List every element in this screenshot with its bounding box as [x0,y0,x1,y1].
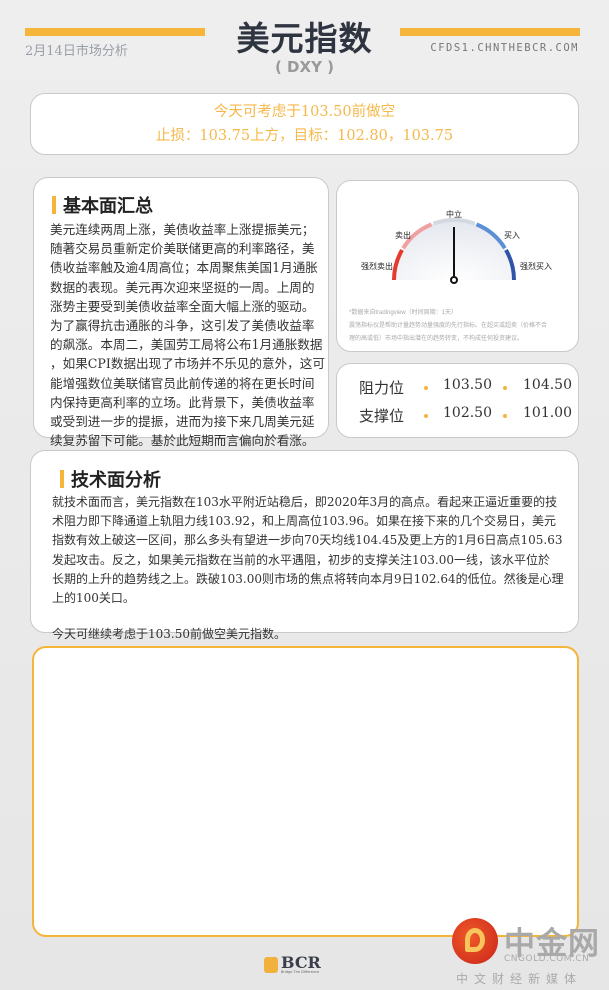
bcr-logo: BCR Bridge The Difference [264,955,321,974]
text-line: 术阻力即下降通道上轨阻力线103.92，和上周高位103.96。如果在接下来的几… [52,514,556,529]
recommendation-line1: 今天可考虑于103.50前做空 [213,104,396,120]
gauge-label-strong-sell: 强烈卖出 [361,261,393,271]
text-line: 指数有效上破这一区间，那么多头有望进一步向70天均线104.45及更上方的1月6… [52,533,563,548]
bullet [503,414,507,418]
heading-accent [52,196,56,214]
resistance-1: 103.50 [443,377,492,393]
bullet [424,414,428,418]
gauge-note-line1: 震荡指标仪是帮助计量趋势动量强度的先行指标。在超买或超卖（价格不合 [349,321,547,329]
technical-card: 技术面分析 就技术面而言，美元指数在103水平附近站稳后，即2020年3月的高点… [30,450,579,641]
gauge-arc-buy [475,222,507,250]
gauge-pivot [450,276,458,284]
gauge-note-line2: 理的高或低）市场中指出潜在的趋势转变，不构成任何投资建议。 [349,334,523,342]
support-label: 支撑位 [359,407,405,425]
text-line: 债收益率触及逾4周高位；本周聚焦美国1月通胀 [50,260,318,276]
gauge-arc-strong-sell [392,249,404,281]
recommendation-card: 今天可考虑于103.50前做空 止损：103.75上方，目标：102.80，10… [30,93,579,155]
text-line: 续复苏留下可能。基於此短期而言偏向於看涨。 [50,433,315,449]
bullet [424,386,428,390]
resistance-2: 104.50 [523,377,572,393]
gauge-note-source: *数据来自tradingview（时间周期：1天） [349,308,457,316]
text-line: 为了赢得抗击通胀的斗争，这引发了美债收益率 [50,318,315,334]
text-line: 美元连续两周上涨，美债收益率上涨提振美元； [50,222,315,237]
gauge-arc-neutral [432,218,476,226]
bullet [503,386,507,390]
text-line: 内保持更高利率的立场。此背景下，美债收益率 [50,394,315,410]
text-line: 发起攻击。反之，如果美元指数在当前的水平遇阻，初步的支撑关注103.00一线，该… [52,552,550,567]
technical-heading-text: 技术面分析 [71,470,161,491]
text-line: 上的100关口。 [52,591,135,606]
text-line: 或受到进一步的提振，进而为接下来几周美元延 [50,414,315,430]
text-line: ，如果CPI数据出现了市场并不乐见的意外，这可 [50,356,325,372]
bcr-logo-text: BCR [281,953,321,972]
text-line: 随著交易员重新定价美联储更高的利率路径，美 [50,241,315,257]
page-title: 美元指数 [236,19,373,58]
gauge-label-sell: 卖出 [395,230,411,240]
ticker-label: ( DXY ) [274,58,335,76]
cngold-logo-text: 中金网 [504,926,600,962]
cngold-tagline: 中文财经新媒体 [456,972,583,986]
bcr-logo-mark [264,956,278,973]
gauge-card: 中立 卖出 强烈卖出 买入 强烈买入 *数据来自tradingview（时间周期… [336,180,579,352]
technical-conclusion: 今天可继续考虑于103.50前做空美元指数。 [52,627,286,642]
text-line: 长期的上升的趋势线之上。跌破103.00则市场的焦点将转向本月9日102.64的… [52,571,564,586]
bcr-tagline: Bridge The Difference [281,970,320,974]
gauge-arc-strong-buy [504,249,516,281]
technical-text: 就技术面而言，美元指数在103水平附近站稳后，即2020年3月的高点。看起来正逼… [52,493,578,608]
gauge-label-strong-buy: 强烈买入 [520,262,552,271]
text-line: 数据的表现。美元再次迎来坚挺的一周。上周的 [50,279,315,295]
levels-card: 阻力位 103.50 104.50 支撑位 102.50 101.00 [336,363,579,438]
heading-accent [60,470,64,488]
text-line: 能增强数位美联储官员此前传递的将在更长时间 [50,375,315,391]
fundamentals-card: 基本面汇总 美元连续两周上涨，美债收益率上涨提振美元； 随著交易员重新定价美联储更… [33,177,329,448]
chart-card: 116.000112.000110.000108.000106.000104.0… [32,646,579,937]
fundamentals-heading: 基本面汇总 [52,192,328,218]
gauge-arc-sell [401,222,433,250]
fundamentals-heading-text: 基本面汇总 [63,196,153,217]
support-1: 102.50 [443,405,492,421]
header-bar-right [400,28,580,36]
resistance-label: 阻力位 [359,379,405,397]
text-line: 涨势主要受到美债收益率全面大幅上涨的驱动。 [50,298,315,314]
gauge-label-neutral: 中立 [446,209,462,219]
text-line: 的飙涨。本周二，美国劳工局将公布1月通胀数据 [50,337,323,353]
website-label: CFDS1.CHNTHEBCR.COM [430,42,579,54]
recommendation-line2: 止损：103.75上方，目标：102.80，103.75 [155,128,454,144]
oscillator-gauge: 中立 卖出 强烈卖出 买入 强烈买入 *数据来自tradingview（时间周期… [349,209,552,342]
gauge-label-buy: 买入 [504,231,520,240]
text-line: 就技术面而言，美元指数在103水平附近站稳后，即2020年3月的高点。看起来正逼… [52,495,558,509]
fundamentals-text: 美元连续两周上涨，美债收益率上涨提振美元； 随著交易员重新定价美联储更高的利率路径… [50,220,328,450]
cngold-domain: CNGOLD.COM.CN [504,954,590,964]
technical-heading: 技术面分析 [60,466,578,492]
header-bar-left [25,28,205,36]
support-2: 101.00 [523,405,572,421]
date-label: 2月14日市场分析 [25,44,128,59]
cngold-logo: 中金网 CNGOLD.COM.CN 中文财经新媒体 [452,918,602,988]
cngold-logo-mark [452,918,498,964]
